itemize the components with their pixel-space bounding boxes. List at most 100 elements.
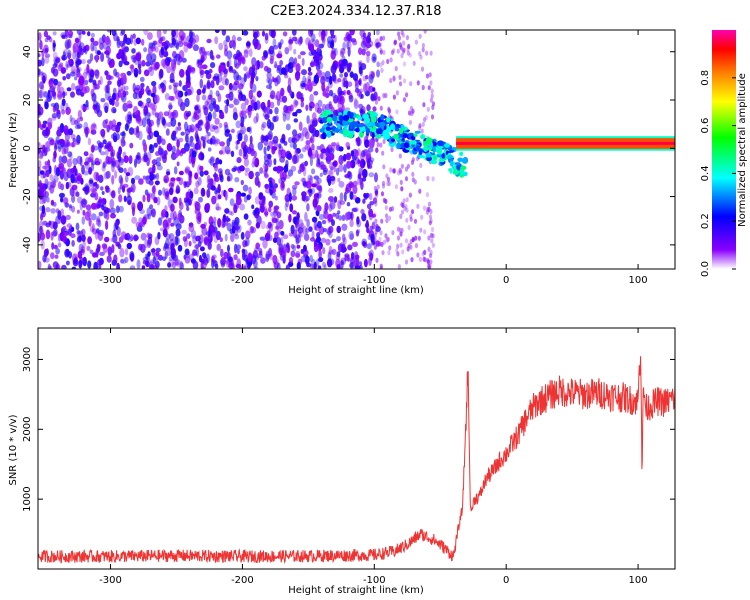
spectrogram-noise-cell bbox=[260, 220, 266, 230]
spectrogram-noise-cell bbox=[132, 127, 139, 136]
spectrogram-noise-cell bbox=[354, 197, 361, 204]
spectrogram-noise-cell bbox=[110, 237, 115, 242]
spectrogram-noise-cell bbox=[430, 93, 434, 99]
spectrogram-noise-cell bbox=[339, 200, 346, 205]
spectrogram-noise-cell bbox=[55, 215, 62, 225]
spectrogram-noise-cell bbox=[309, 105, 313, 112]
spectrogram-noise-cell bbox=[184, 128, 190, 136]
spectrogram-noise-cell bbox=[98, 174, 104, 183]
spectrogram-noise-cell bbox=[201, 64, 208, 70]
spectrogram-noise-cell bbox=[129, 265, 136, 269]
spectrogram-noise-cell bbox=[102, 161, 107, 168]
spectrogram-noise-cell bbox=[354, 149, 359, 158]
spectrogram-x-tick-label: 100 bbox=[629, 275, 648, 286]
spectrogram-noise-cell bbox=[317, 161, 324, 167]
spectrogram-signal-cell bbox=[334, 128, 339, 133]
spectrogram-noise-cell bbox=[38, 103, 41, 108]
spectrogram-noise-cell bbox=[212, 139, 217, 145]
spectrogram-noise-cell bbox=[62, 51, 66, 57]
spectrogram-noise-cell bbox=[178, 197, 182, 206]
spectrogram-noise-cell bbox=[178, 170, 184, 176]
spectrogram-noise-cell bbox=[398, 74, 402, 80]
spectrogram-noise-cell bbox=[300, 101, 305, 108]
spectrogram-noise-cell bbox=[42, 124, 47, 129]
spectrogram-noise-cell bbox=[381, 150, 385, 156]
snr-y-tick-label: 2000 bbox=[22, 417, 33, 442]
spectrogram-noise-cell bbox=[380, 67, 384, 73]
spectrogram-noise-cell bbox=[57, 181, 62, 190]
spectrogram-noise-cell bbox=[423, 30, 427, 34]
spectrogram-noise-cell bbox=[379, 36, 383, 42]
spectrogram-noise-cell bbox=[156, 196, 161, 206]
spectrogram-frame bbox=[37, 29, 676, 270]
spectrogram-noise-cell bbox=[277, 64, 282, 71]
spectrogram-noise-cell bbox=[396, 243, 400, 249]
spectrogram-noise-cell bbox=[92, 252, 97, 258]
spectrogram-signal-cell bbox=[437, 140, 444, 147]
spectrogram-noise-cell bbox=[86, 245, 91, 252]
spectrogram-noise-cell bbox=[431, 176, 435, 182]
spectrogram-noise-cell bbox=[120, 72, 126, 78]
spectrogram-noise-cell bbox=[303, 195, 309, 203]
spectrogram-noise-cell bbox=[386, 58, 390, 65]
spectrogram-noise-cell bbox=[352, 73, 359, 81]
spectrogram-noise-cell bbox=[320, 75, 326, 85]
spectrogram-noise-cell bbox=[354, 265, 361, 269]
spectrogram-noise-cell bbox=[389, 167, 393, 173]
spectrogram-noise-cell bbox=[175, 184, 180, 194]
spectrogram-noise-cell bbox=[135, 129, 140, 139]
spectrogram-noise-cell bbox=[171, 145, 176, 154]
spectrogram-noise-cell bbox=[152, 40, 158, 46]
spectrogram-noise-cell bbox=[258, 250, 263, 256]
spectrogram-noise-cell bbox=[188, 225, 195, 233]
spectrogram-noise-cell bbox=[249, 79, 253, 90]
spectrogram-noise-cell bbox=[402, 61, 407, 67]
spectrogram-noise-cell bbox=[47, 122, 53, 130]
spectrogram-noise-cell bbox=[147, 251, 151, 257]
spectrogram-noise-cell bbox=[338, 181, 345, 188]
spectrogram-noise-cell bbox=[416, 203, 420, 209]
spectrogram-noise-cell bbox=[358, 167, 364, 176]
spectrogram-noise-cell bbox=[350, 258, 355, 264]
spectrogram-noise-cell bbox=[300, 177, 305, 183]
spectrogram-noise-cell bbox=[43, 30, 49, 38]
spectrogram-noise-cell bbox=[281, 181, 285, 189]
spectrogram-noise-cell bbox=[264, 183, 270, 189]
spectrogram-noise-cell bbox=[66, 87, 72, 92]
spectrogram-noise-cell bbox=[255, 242, 261, 250]
spectrogram-noise-cell bbox=[285, 123, 291, 131]
spectrogram-noise-cell bbox=[418, 33, 422, 40]
spectrogram-noise-cell bbox=[140, 82, 145, 88]
spectrogram-noise-cell bbox=[304, 195, 310, 202]
spectrogram-noise-cell bbox=[51, 230, 57, 237]
spectrogram-noise-cell bbox=[280, 67, 287, 75]
spectrogram-noise-cell bbox=[123, 61, 130, 66]
spectrogram-noise-cell bbox=[365, 50, 371, 57]
spectrogram-noise-cell bbox=[81, 58, 86, 65]
spectrogram-noise-cell bbox=[173, 55, 177, 65]
spectrogram-noise-cell bbox=[390, 206, 395, 212]
spectrogram-noise-cell bbox=[98, 159, 102, 164]
spectrogram-noise-cell bbox=[382, 164, 386, 170]
spectrogram-noise-cell bbox=[50, 103, 56, 107]
spectrogram-noise-cell bbox=[138, 68, 142, 75]
spectrogram-noise-cell bbox=[133, 234, 139, 242]
spectrogram-noise-cell bbox=[228, 82, 233, 91]
spectrogram-noise-cell bbox=[72, 258, 79, 267]
spectrogram-noise-cell bbox=[261, 30, 266, 37]
spectrogram-noise-cell bbox=[404, 259, 409, 265]
spectrogram-noise-cell bbox=[387, 250, 391, 256]
spectrogram-noise-cell bbox=[272, 187, 277, 193]
spectrogram-noise-cell bbox=[202, 252, 207, 259]
spectrogram-noise-cell bbox=[373, 237, 377, 243]
spectrogram-noise-cell bbox=[194, 106, 199, 111]
spectrogram-signal-cell bbox=[401, 137, 405, 143]
spectrogram-signal-cell bbox=[457, 157, 464, 163]
spectrogram-noise-cell bbox=[361, 213, 367, 222]
spectrogram-noise-cell bbox=[130, 64, 135, 73]
spectrogram-noise-cell bbox=[366, 54, 370, 64]
spectrogram-noise-cell bbox=[45, 207, 51, 213]
spectrogram-noise-cell bbox=[45, 229, 51, 240]
spectrogram-noise-cell bbox=[396, 48, 400, 54]
spectrogram-noise-cell bbox=[105, 220, 109, 231]
